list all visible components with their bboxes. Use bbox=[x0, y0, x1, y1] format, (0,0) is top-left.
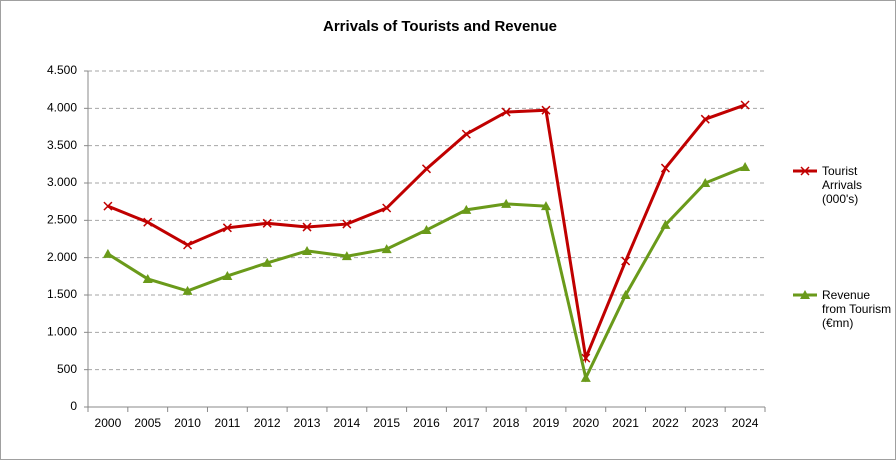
marker bbox=[302, 245, 313, 255]
x-tick-label: 2022 bbox=[652, 416, 679, 430]
y-tick-label: 4.500 bbox=[47, 63, 77, 77]
marker bbox=[143, 217, 153, 227]
x-tick-label: 2020 bbox=[572, 416, 599, 430]
legend-marker bbox=[800, 166, 810, 176]
marker bbox=[700, 114, 710, 124]
marker bbox=[621, 256, 631, 266]
x-tick-label: 2023 bbox=[692, 416, 719, 430]
legend-label: Revenue from Tourism (€mn) bbox=[822, 288, 892, 330]
marker bbox=[262, 257, 273, 267]
x-tick-label: 2010 bbox=[174, 416, 201, 430]
marker bbox=[700, 178, 711, 187]
marker bbox=[541, 105, 551, 115]
marker bbox=[182, 285, 193, 295]
marker bbox=[222, 223, 232, 233]
y-tick-label: 0 bbox=[70, 399, 77, 413]
x-tick-label: 2021 bbox=[612, 416, 639, 430]
marker bbox=[660, 219, 671, 229]
marker bbox=[183, 240, 193, 250]
x-tick-label: 2017 bbox=[453, 416, 480, 430]
marker bbox=[222, 270, 233, 280]
marker bbox=[540, 201, 551, 211]
marker bbox=[461, 129, 471, 139]
marker bbox=[382, 203, 392, 213]
marker bbox=[740, 100, 750, 110]
y-tick-label: 3.500 bbox=[47, 138, 77, 152]
marker bbox=[102, 248, 113, 258]
marker bbox=[501, 198, 512, 208]
marker bbox=[660, 163, 670, 173]
marker bbox=[461, 204, 472, 214]
y-tick-label: 500 bbox=[57, 362, 77, 376]
marker bbox=[262, 218, 272, 228]
marker bbox=[580, 372, 591, 382]
legend-marker bbox=[800, 290, 810, 299]
marker bbox=[103, 201, 113, 211]
marker bbox=[620, 290, 631, 299]
marker bbox=[342, 219, 352, 229]
y-tick-label: 4.000 bbox=[47, 101, 77, 115]
x-tick-label: 2012 bbox=[254, 416, 281, 430]
marker bbox=[501, 107, 511, 117]
y-tick-label: 1.000 bbox=[47, 325, 77, 339]
y-tick-label: 3.000 bbox=[47, 175, 77, 189]
x-tick-label: 2014 bbox=[334, 416, 361, 430]
y-tick-label: 2.500 bbox=[47, 213, 77, 227]
marker bbox=[341, 251, 352, 261]
marker bbox=[381, 244, 392, 254]
marker bbox=[302, 222, 312, 232]
chart-title: Arrivals of Tourists and Revenue bbox=[323, 18, 557, 35]
x-tick-label: 2005 bbox=[134, 416, 161, 430]
x-tick-label: 2000 bbox=[95, 416, 122, 430]
x-tick-label: 2016 bbox=[413, 416, 440, 430]
x-tick-label: 2015 bbox=[373, 416, 400, 430]
legend-label: Tourist Arrivals (000's) bbox=[822, 164, 863, 206]
x-tick-label: 2018 bbox=[493, 416, 520, 430]
x-tick-label: 2011 bbox=[214, 416, 240, 430]
y-tick-label: 2.000 bbox=[47, 250, 77, 264]
marker bbox=[421, 164, 432, 174]
marker bbox=[142, 273, 153, 283]
x-tick-label: 2019 bbox=[533, 416, 560, 430]
marker bbox=[421, 225, 432, 235]
x-tick-label: 2024 bbox=[732, 416, 759, 430]
marker bbox=[740, 161, 751, 171]
y-tick-label: 1.500 bbox=[47, 287, 77, 301]
x-tick-label: 2013 bbox=[294, 416, 321, 430]
